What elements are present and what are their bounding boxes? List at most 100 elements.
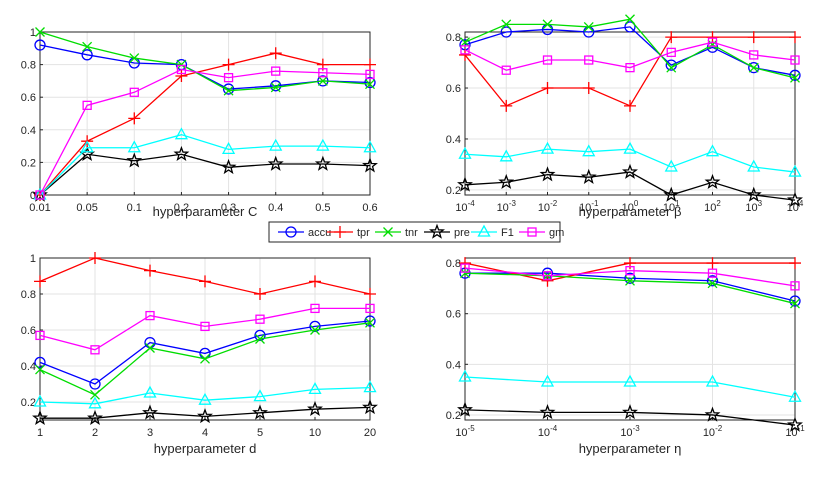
data-point-tnr [583,21,594,32]
data-point-tnr [35,27,45,37]
y-tick-label: 1 [30,27,36,39]
data-point-tpr [459,257,471,270]
data-point-tpr [364,58,376,71]
data-point-f1 [458,369,472,382]
data-point-gm [310,303,320,314]
series-line-accu [39,320,371,385]
data-point-tpr [706,31,719,44]
data-point-pre [314,155,331,171]
data-point-gm [200,321,210,332]
data-point-pre [457,401,473,417]
x-tick-label: 10-5 [455,424,475,439]
data-point-gm [271,66,281,76]
data-point-f1 [499,149,513,162]
x-tick-label: 10 [309,427,321,439]
axes-box [39,31,371,196]
series-line-gm [39,307,370,351]
data-point-tnr [707,278,718,289]
data-point-f1 [363,380,377,393]
data-point-tnr [625,14,635,25]
data-point-f1 [363,140,377,153]
data-point-pre [704,173,721,190]
data-point-pre [87,409,103,425]
data-point-tnr [35,364,45,375]
data-point-tpr [269,47,282,60]
data-point-f1 [664,159,678,172]
x-tick-label: 10-3 [497,199,517,214]
y-tick-label: 0.6 [21,92,36,104]
data-point-gm [35,330,45,341]
data-point-tnr [90,389,100,400]
y-tick-label: 0.2 [446,185,461,197]
data-point-f1 [269,138,283,151]
data-point-tpr [34,275,46,288]
x-tick-label: 1 [37,427,43,439]
y-tick-label: 0.6 [446,83,461,95]
data-point-tpr [254,288,266,300]
series-line-tnr [39,31,371,92]
data-point-tpr [459,48,471,61]
legend-marker-tnr [383,227,393,237]
data-point-f1 [623,374,637,387]
data-point-tnr [365,79,375,90]
data-point-f1 [747,159,761,172]
data-point-tpr [541,82,554,95]
x-tick-label: 3 [147,427,153,439]
data-point-pre [539,404,556,420]
x-tick-label: 0.2 [174,202,189,214]
data-point-pre [32,409,48,425]
data-point-pre [704,406,721,422]
data-point-accu [706,275,719,287]
data-point-gm [365,69,375,80]
y-tick-label: 0.4 [21,361,36,373]
data-point-f1 [308,382,322,395]
x-tick-label: 101 [663,199,680,214]
data-point-tpr [624,99,636,112]
legend-box [268,221,561,243]
data-point-accu [789,69,801,81]
y-tick-label: 0.4 [446,134,461,146]
y-tick-label: 0.8 [446,258,461,270]
data-point-tpr [747,31,760,44]
legend-label-tnr: tnr [405,227,418,239]
data-point-accu [270,80,282,92]
data-point-tnr [707,39,718,50]
data-point-tnr [317,75,328,86]
x-tick-label: 10-3 [620,424,640,439]
x-tick-label: 0.6 [362,202,377,214]
x-tick-label: 0.01 [29,202,50,214]
data-point-f1 [540,141,555,154]
data-point-pre [622,163,638,179]
subplot-3: 1 2 3 4 5 10 20 0.2 0.4 0.6 0.8 1 hyperparameter d [21,252,378,456]
data-point-f1 [253,389,267,402]
data-point-accu [364,315,376,327]
y-tick-label: 0.4 [21,125,36,137]
data-point-accu [748,62,760,74]
x-tick-label: 2 [92,427,98,439]
data-point-gm [666,47,676,58]
data-point-gm [145,310,155,321]
data-point-f1 [788,389,802,402]
data-point-tnr [255,334,265,344]
data-point-tnr [748,62,759,73]
data-point-gm [460,45,470,55]
x-tick-label: 0.1 [127,202,142,214]
data-point-tnr [82,41,93,52]
x-tick-label: 10-2 [538,199,558,214]
data-point-pre [307,400,323,416]
data-point-gm [584,55,594,65]
data-point-pre [362,157,378,173]
data-point-tpr [789,31,801,44]
data-point-tpr [500,99,513,112]
series-line-accu [464,26,796,76]
data-point-gm [318,68,328,78]
data-point-tnr [176,59,187,70]
legend-marker-tpr [334,226,346,238]
data-point-accu [222,83,235,95]
legend-marker-gm [527,227,537,237]
data-point-tpr [309,275,321,288]
series-line-gm [464,41,796,71]
x-tick-label: 0.3 [221,202,236,214]
x-axis-label: hyperparameter C [153,204,258,219]
